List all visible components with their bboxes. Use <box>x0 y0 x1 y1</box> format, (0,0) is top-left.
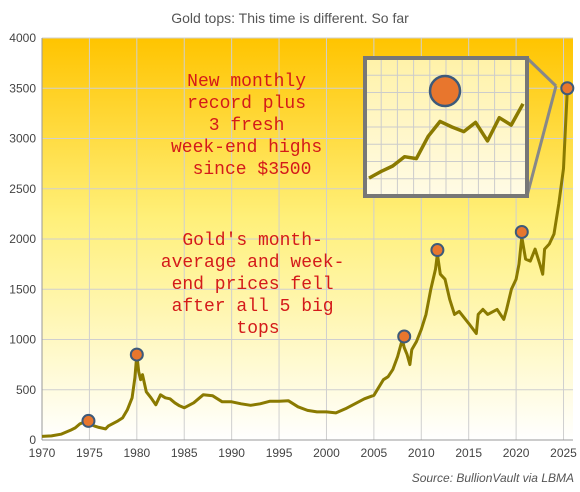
y-tick-label: 3500 <box>9 81 36 95</box>
record-annotation-line: since $3500 <box>193 160 312 180</box>
tops-annotation-line: end prices fell <box>172 275 334 295</box>
y-tick-label: 0 <box>29 433 36 447</box>
y-tick-label: 2000 <box>9 232 36 246</box>
x-tick-label: 2025 <box>550 446 577 460</box>
inset-series-line <box>368 102 525 180</box>
y-tick-label: 3000 <box>9 132 36 146</box>
top-marker <box>81 413 96 428</box>
x-tick-label: 2005 <box>361 446 388 460</box>
x-tick-label: 1995 <box>266 446 293 460</box>
x-tick-label: 2000 <box>313 446 340 460</box>
inset-zoom <box>363 56 529 198</box>
record-annotation-line: week-end highs <box>171 138 322 158</box>
x-tick-label: 2020 <box>503 446 530 460</box>
x-tick-label: 1975 <box>76 446 103 460</box>
y-tick-label: 1000 <box>9 333 36 347</box>
x-tick-label: 1970 <box>29 446 56 460</box>
chart-title: Gold tops: This time is different. So fa… <box>171 10 409 26</box>
tops-annotation-line: after all 5 big <box>172 297 334 317</box>
top-marker <box>514 224 529 239</box>
inset-connector-top <box>525 56 558 88</box>
x-tick-label: 1985 <box>171 446 198 460</box>
x-tick-label: 1990 <box>218 446 245 460</box>
source-note: Source: BullionVault via LBMA <box>412 471 574 485</box>
x-tick-label: 2010 <box>408 446 435 460</box>
inset-frame <box>363 56 529 198</box>
record-annotation-line: record plus <box>187 94 306 114</box>
tops-annotation-line: Gold's month- <box>182 231 322 251</box>
inset-record-marker <box>428 74 462 108</box>
tops-annotation-line: tops <box>236 319 279 339</box>
gold-price-series-line <box>41 90 569 438</box>
y-tick-label: 1500 <box>9 282 36 296</box>
y-axis-ticks: 0 500 1000 1500 2000 2500 3000 3500 4000 <box>9 31 36 447</box>
x-axis-ticks: 1970 1975 1980 1985 1990 1995 2000 2005 2010 2015… <box>29 446 578 460</box>
tops-annotation-line: average and week- <box>161 253 345 273</box>
y-tick-label: 2500 <box>9 182 36 196</box>
top-marker <box>129 347 144 362</box>
top-markers <box>81 81 575 428</box>
inset-connector-bottom <box>525 85 558 197</box>
top-marker <box>430 243 445 258</box>
y-tick-label: 4000 <box>9 31 36 45</box>
tops-annotation: Gold's month- average and week- end pric… <box>161 231 355 339</box>
x-tick-label: 2015 <box>455 446 482 460</box>
x-tick-label: 1980 <box>123 446 150 460</box>
top-marker <box>560 81 575 96</box>
y-tick-label: 500 <box>16 383 36 397</box>
top-marker <box>397 329 412 344</box>
record-annotation: New monthly record plus 3 fresh week-end… <box>171 72 333 180</box>
record-annotation-line: New monthly <box>187 72 306 92</box>
record-annotation-line: 3 fresh <box>209 116 285 136</box>
